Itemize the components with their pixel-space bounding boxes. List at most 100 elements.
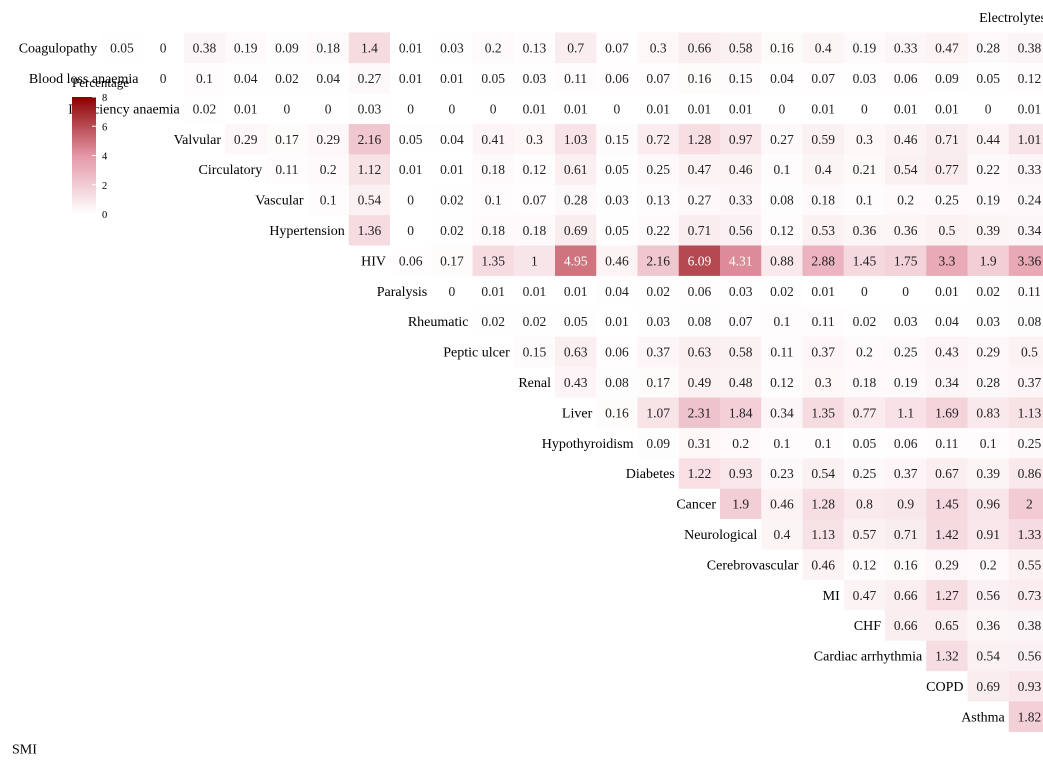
cell-value: 0 [902,284,909,299]
heatmap-cell [720,458,762,489]
heatmap-cell [1008,184,1043,216]
heatmap-cell [225,62,267,94]
heatmap-cell [967,62,1010,94]
heatmap-cell [348,123,391,155]
heatmap-cell [843,214,886,246]
cell-value: 0.38 [1018,41,1042,56]
heatmap-cell [637,275,680,307]
heatmap-cell [885,427,927,459]
heatmap-cell [348,154,391,185]
cell-value: 0.07 [523,193,547,208]
heatmap-cell [843,306,886,337]
heatmap-cell [431,62,473,94]
heatmap-cell [513,306,556,337]
heatmap-cell [637,32,680,64]
cell-value: 0.07 [729,314,753,329]
heatmap-cell [926,154,968,185]
heatmap-cell [926,549,968,580]
cell-value: 2.16 [358,132,382,147]
row-label-paralysis: Paralysis [377,285,428,300]
heatmap-cell [843,62,886,94]
cell-value: 1.4 [361,41,378,56]
cell-value: 0.01 [935,101,959,116]
cell-value: 0.16 [688,71,712,86]
heatmap-cell [802,336,845,368]
heatmap-cell [802,93,845,124]
heatmap-cell [1008,154,1043,185]
cell-value: 0.25 [1018,436,1042,451]
cell-value: 1.82 [1018,709,1042,724]
heatmap-cell [885,93,927,124]
cell-value: 0.54 [976,649,1000,664]
cell-value: 0.19 [234,41,258,56]
heatmap-cell [555,32,597,64]
cell-value: 0 [449,284,456,299]
heatmap-cell [761,397,803,428]
heatmap-cell [555,62,597,94]
cell-value: 0.02 [440,223,464,238]
cell-value: 0.25 [894,345,918,360]
cell-value: 0.02 [275,71,299,86]
cell-value: 0.09 [275,41,299,56]
cell-value: 0.28 [564,193,588,208]
cell-value: 0.21 [853,162,877,177]
cell-value: 0.11 [770,345,793,360]
cell-value: 0.05 [481,71,505,86]
heatmap-cell [967,488,1010,520]
heatmap-cell [843,458,886,489]
cell-value: 0.63 [564,345,588,360]
heatmap-cell [555,93,597,124]
cell-value: 0.47 [935,41,959,56]
heatmap-cell [637,427,680,459]
legend-tick-label: 8 [102,93,107,104]
cell-value: 0.2 [897,193,914,208]
heatmap-cell [678,366,721,398]
cell-value: 0.12 [770,223,794,238]
heatmap-cell [843,154,886,185]
heatmap-cell [637,154,680,185]
cell-value: 0.38 [193,41,217,56]
heatmap-cell [1008,32,1043,64]
heatmap-cell [678,275,721,307]
heatmap-cell [348,184,391,216]
cell-value: 0.1 [196,71,213,86]
heatmap-cell [1008,640,1043,672]
cell-value: 0.02 [853,314,877,329]
heatmap-cell [843,518,886,550]
cell-value: 0.77 [853,405,877,420]
heatmap-cell [555,184,597,216]
heatmap-cell [596,336,638,368]
cell-value: 0.15 [523,345,547,360]
cell-value: 0.01 [440,71,464,86]
row-label-peptic-ulcer: Peptic ulcer [443,346,510,361]
cell-value: 0 [449,101,456,116]
heatmap-cell [761,214,803,246]
cell-value: 0.09 [646,436,670,451]
cell-value: 0 [861,284,868,299]
cell-value: 0.67 [935,466,959,481]
heatmap-cell [555,245,597,276]
heatmap-cell [885,245,927,276]
cell-value: 0.06 [894,436,918,451]
heatmap-cell [802,306,845,337]
heatmap-cell [926,214,968,246]
row-label-renal: Renal [518,376,551,391]
cell-value: 0.01 [811,101,835,116]
cell-value: 0.4 [773,527,790,542]
legend: Percentage 0 2 4 6 8 [72,75,129,221]
heatmap-cell [926,184,968,216]
row-label-cardiac-arrhythmia: Cardiac arrhythmia [814,650,923,665]
cell-value: 0.07 [605,41,629,56]
cell-value: 0.02 [481,314,505,329]
cell-value: 0.01 [811,284,835,299]
cell-value: 0.01 [481,284,505,299]
heatmap-cell [720,93,762,124]
cell-value: 0.27 [688,193,712,208]
heatmap-cell [472,275,515,307]
cell-value: 0.23 [770,466,794,481]
cell-value: 1.9 [980,253,997,268]
cell-value: 0.4 [815,41,832,56]
heatmap-cell [307,32,350,64]
heatmap-cell [926,610,968,641]
heatmap-cell [1008,245,1043,276]
